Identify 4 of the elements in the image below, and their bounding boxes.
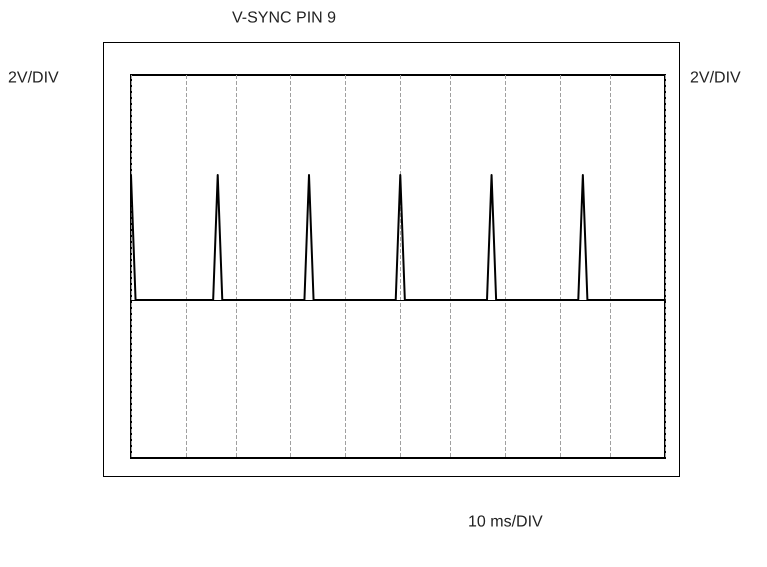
text: 10 ms/DIV xyxy=(468,514,544,530)
text: 2V/DIV xyxy=(8,70,60,86)
text: 2V/DIV xyxy=(690,70,742,86)
chart-title: V-SYNC PIN 9 xyxy=(232,10,336,26)
